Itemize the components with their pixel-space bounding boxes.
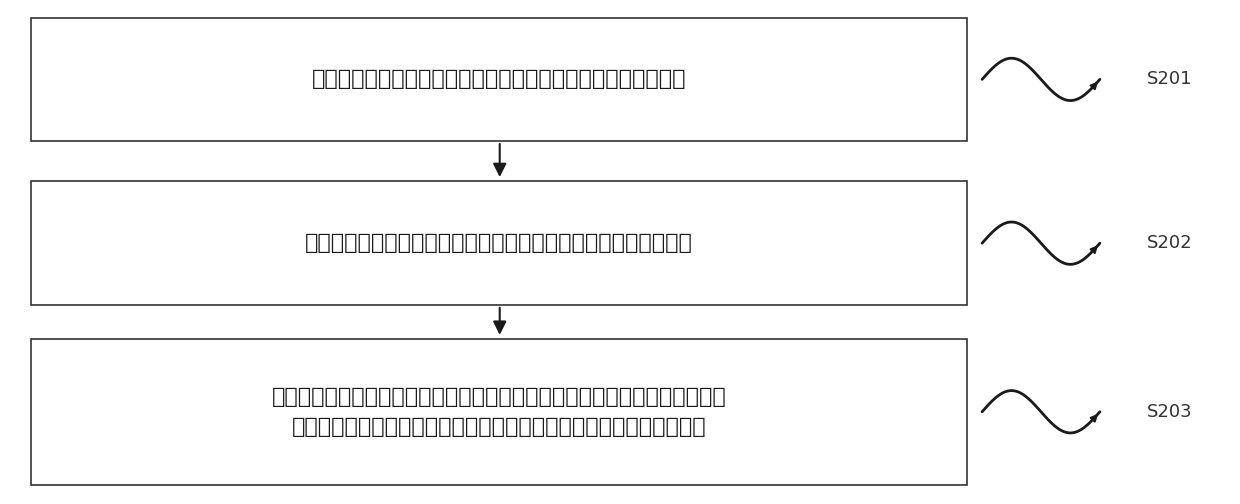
Text: 将三维模型中所有块石体的连续介质力学行为和非连续介质力学行为代入三维
模型的动力平衡方程，获得三维模型的堆积运动过程以及最终堆积形态: 将三维模型中所有块石体的连续介质力学行为和非连续介质力学行为代入三维 模型的动力… bbox=[272, 387, 727, 436]
Text: 根据离散元分析法获得三维模型中块石体间的非连续介质力学行为: 根据离散元分析法获得三维模型中块石体间的非连续介质力学行为 bbox=[305, 233, 693, 253]
Bar bbox=[31, 181, 967, 305]
Text: S202: S202 bbox=[1147, 234, 1193, 252]
Text: S201: S201 bbox=[1147, 71, 1193, 88]
Bar bbox=[31, 339, 967, 485]
Bar bbox=[31, 18, 967, 141]
Text: 根据有限元分析法获得三维模型中每个块石体连续介质力学行为: 根据有限元分析法获得三维模型中每个块石体连续介质力学行为 bbox=[311, 70, 687, 89]
Text: S203: S203 bbox=[1147, 403, 1193, 421]
